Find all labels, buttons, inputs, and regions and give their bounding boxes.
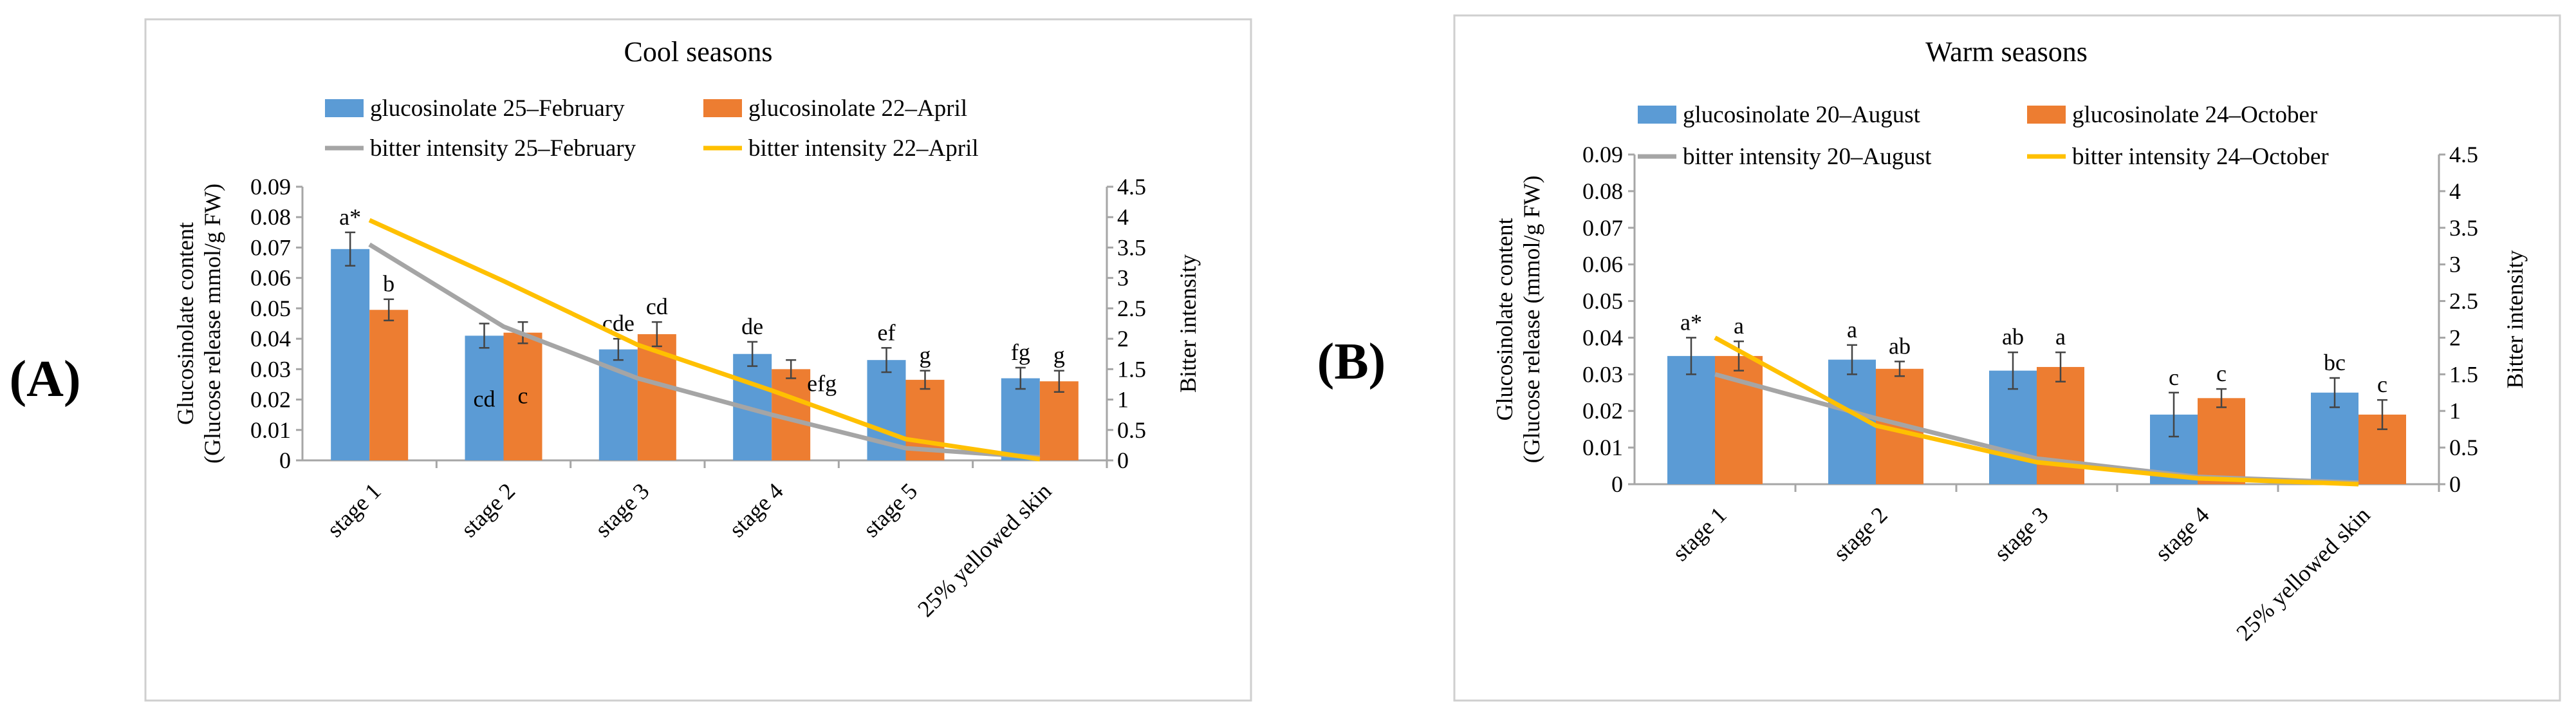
significance-letter: de [741,314,763,339]
y-axis-title-line: Glucosinolate content [1492,218,1517,421]
y-tick-label: 0.04 [1582,325,1623,350]
y2-tick-label: 2 [1117,326,1129,352]
y-tick-label: 0.09 [250,174,291,200]
y-tick-label: 0.02 [250,387,291,413]
legend-label: bitter intensity 22–April [748,135,979,162]
legend-swatch-1 [325,99,364,117]
chart-title: Cool seasons [624,36,773,68]
significance-letter: c [2377,372,2387,397]
bar-2 [369,310,409,460]
bar-2 [503,332,542,460]
legend-swatch-1 [1638,106,1676,124]
y2-tick-label: 4 [2449,178,2461,204]
y2-tick-label: 0.5 [1117,417,1146,443]
panel-label-b: (B) [1317,334,1386,390]
y-tick-label: 0.02 [1582,398,1623,424]
y-tick-label: 0.05 [250,296,291,321]
significance-letter: bc [2324,350,2346,375]
y2-tick-label: 3.5 [2449,215,2478,241]
bar-1 [1001,378,1040,460]
significance-letter: a* [1680,309,1702,335]
y2-tick-label: 0 [1117,447,1129,473]
bar-2 [1039,381,1079,460]
y-tick-label: 0.04 [250,326,291,352]
y-tick-label: 0.08 [1582,178,1623,204]
y2-tick-label: 4.5 [1117,174,1146,200]
significance-letter: a [2055,324,2066,350]
y2-tick-label: 1.5 [2449,361,2478,387]
legend-swatch-2 [703,99,742,117]
bar-1 [331,249,370,460]
significance-letter: fg [1011,339,1030,365]
y-tick-label: 0.09 [1582,142,1623,167]
bar-2 [2198,398,2245,484]
y-axis-title-line: (Glucose release (mmol/g FW) [1519,176,1544,464]
y2-tick-label: 1 [1117,387,1129,413]
y2-tick-label: 4 [1117,204,1129,230]
significance-letter: c [518,383,528,409]
legend-label: glucosinolate 24–October [2072,102,2317,128]
y2-tick-label: 2.5 [1117,296,1146,321]
significance-letter: ab [1889,333,1911,359]
y-tick-label: 0.06 [1582,252,1623,278]
y2-axis-title: Bitter intensity [1175,254,1201,393]
y-tick-label: 0.07 [1582,215,1623,241]
legend-label: glucosinolate 20–August [1683,102,1921,128]
chart-title: Warm seasons [1925,36,2088,68]
y-tick-label: 0.06 [250,265,291,291]
y2-tick-label: 4.5 [2449,142,2478,167]
y-tick-label: 0.01 [250,417,291,443]
panel-b-frame [1453,14,2561,702]
legend-label: bitter intensity 25–February [370,135,636,162]
bitter-line-2 [368,218,1041,462]
significance-letter: a* [339,204,361,230]
y-axis-title: Glucosinolate content(Glucose release mm… [172,184,225,464]
significance-letter: c [2216,361,2227,386]
y-tick-label: 0.05 [1582,288,1623,314]
bitter-line-2 [1714,335,2359,487]
significance-letter: b [383,271,394,297]
y2-tick-label: 3 [2449,252,2461,278]
y2-tick-label: 2.5 [2449,288,2478,314]
legend-label: glucosinolate 22–April [748,95,967,122]
legend-label: glucosinolate 25–February [370,95,625,122]
y-tick-label: 0.08 [250,204,291,230]
significance-letter: efg [807,370,837,396]
significance-letter: a [1734,313,1744,339]
y2-tick-label: 2 [2449,325,2461,350]
y-axis-title-line: (Glucose release mmol/g FW) [199,184,225,464]
y-tick-label: 0.03 [1582,361,1623,387]
significance-letter: cd [646,294,668,319]
y-tick-label: 0.01 [1582,435,1623,460]
y-tick-label: 0 [279,447,291,473]
panel-a-frame [144,18,1252,702]
bar-1 [465,335,504,460]
significance-letter: cd [474,386,496,411]
y2-tick-label: 3.5 [1117,234,1146,260]
y2-tick-label: 0 [2449,471,2461,497]
legend-label: bitter intensity 24–October [2072,144,2329,170]
bitter-line-1 [368,242,1041,460]
significance-letter: g [920,343,931,368]
significance-letter: g [1053,343,1065,368]
significance-letter: ab [2002,324,2024,350]
y2-tick-label: 0.5 [2449,435,2478,460]
significance-letter: c [2169,364,2179,390]
legend-swatch-2 [2027,106,2066,124]
y2-tick-label: 3 [1117,265,1129,291]
panel-label-a: (A) [9,351,80,408]
y-axis-title-line: Glucosinolate content [172,222,198,425]
y-tick-label: 0 [1611,471,1623,497]
legend-label: bitter intensity 20–August [1683,144,1932,170]
y-tick-label: 0.07 [250,234,291,260]
y2-tick-label: 1.5 [1117,356,1146,382]
bar-1 [1667,355,1715,484]
y-tick-label: 0.03 [250,356,291,382]
y2-tick-label: 1 [2449,398,2461,424]
y-axis-title: Glucosinolate content(Glucose release (m… [1492,176,1544,464]
significance-letter: ef [878,319,896,345]
y2-axis-title: Bitter intensity [2502,250,2528,389]
significance-letter: a [1847,317,1857,343]
